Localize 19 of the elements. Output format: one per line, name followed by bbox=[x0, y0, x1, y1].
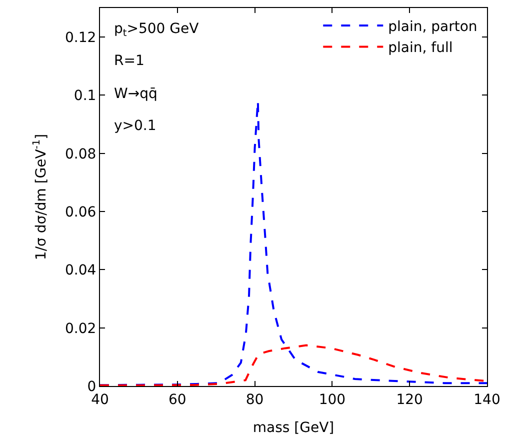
x-tick-label: 140 bbox=[474, 392, 500, 408]
y-tick-label: 0.12 bbox=[65, 30, 96, 46]
line-series bbox=[100, 100, 487, 386]
y-tick-label: 0.02 bbox=[65, 320, 96, 337]
x-tick-label: 100 bbox=[318, 392, 346, 408]
legend-label: plain, full bbox=[388, 40, 453, 56]
annotation: R=1 bbox=[114, 53, 144, 69]
x-tick-label: 120 bbox=[396, 392, 423, 408]
annotation: p$_{t}$>500 GeV bbox=[114, 21, 200, 39]
legend-label: plain, parton bbox=[388, 18, 478, 35]
x-axis-title: mass [GeV] bbox=[252, 420, 334, 436]
y-tick-label: 0.1 bbox=[74, 88, 96, 104]
y-tick-label: 0.04 bbox=[65, 262, 96, 279]
x-tick-label: 60 bbox=[168, 392, 186, 408]
annotation: y>0.1 bbox=[114, 118, 156, 134]
x-tick-label: 80 bbox=[246, 392, 264, 408]
y-tick-label: 0.06 bbox=[65, 204, 96, 220]
annotation: W→qq̄ bbox=[114, 86, 158, 102]
y-tick-label: 0.08 bbox=[65, 146, 96, 162]
